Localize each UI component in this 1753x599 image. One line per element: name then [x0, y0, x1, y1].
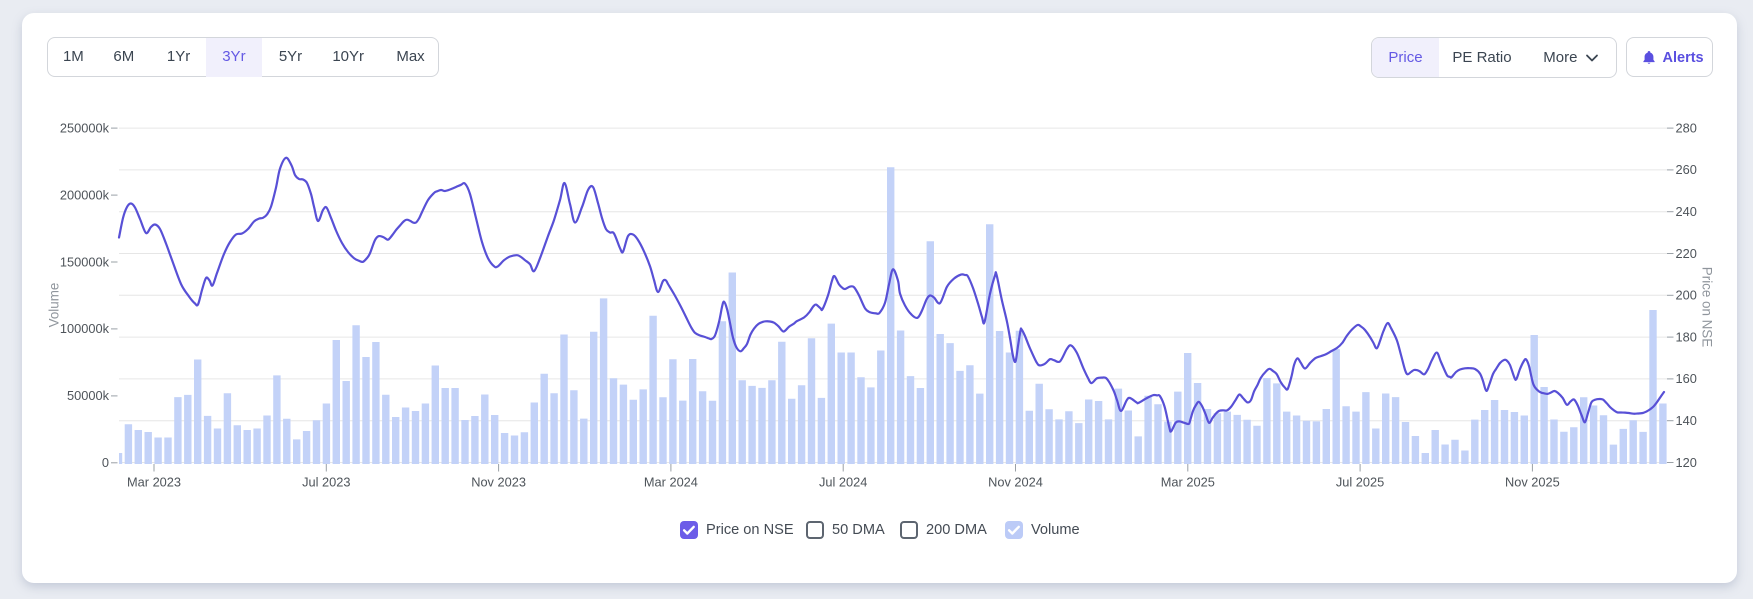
- svg-text:200000k: 200000k: [60, 187, 110, 202]
- svg-text:260: 260: [1676, 162, 1697, 177]
- svg-text:150000k: 150000k: [60, 254, 110, 269]
- svg-text:Price on NSE: Price on NSE: [1700, 267, 1715, 347]
- svg-text:Nov 2025: Nov 2025: [1505, 475, 1560, 490]
- svg-text:120: 120: [1676, 455, 1697, 470]
- svg-text:50000k: 50000k: [67, 388, 110, 403]
- svg-text:Jul 2025: Jul 2025: [1336, 475, 1384, 490]
- svg-text:280: 280: [1676, 120, 1697, 135]
- svg-text:0: 0: [102, 455, 109, 470]
- svg-text:140: 140: [1676, 413, 1697, 428]
- svg-text:Nov 2024: Nov 2024: [988, 475, 1043, 490]
- svg-text:Mar 2023: Mar 2023: [127, 475, 181, 490]
- svg-text:240: 240: [1676, 204, 1697, 219]
- svg-text:100000k: 100000k: [60, 321, 110, 336]
- svg-text:Nov 2023: Nov 2023: [471, 475, 526, 490]
- svg-text:180: 180: [1676, 329, 1697, 344]
- svg-text:160: 160: [1676, 371, 1697, 386]
- svg-text:Mar 2024: Mar 2024: [644, 475, 698, 490]
- svg-text:200: 200: [1676, 288, 1697, 303]
- svg-text:Volume: Volume: [47, 283, 62, 328]
- svg-text:Jul 2024: Jul 2024: [819, 475, 867, 490]
- svg-text:250000k: 250000k: [60, 120, 110, 135]
- svg-text:Jul 2023: Jul 2023: [302, 475, 350, 490]
- svg-text:220: 220: [1676, 246, 1697, 261]
- svg-text:Mar 2025: Mar 2025: [1161, 475, 1215, 490]
